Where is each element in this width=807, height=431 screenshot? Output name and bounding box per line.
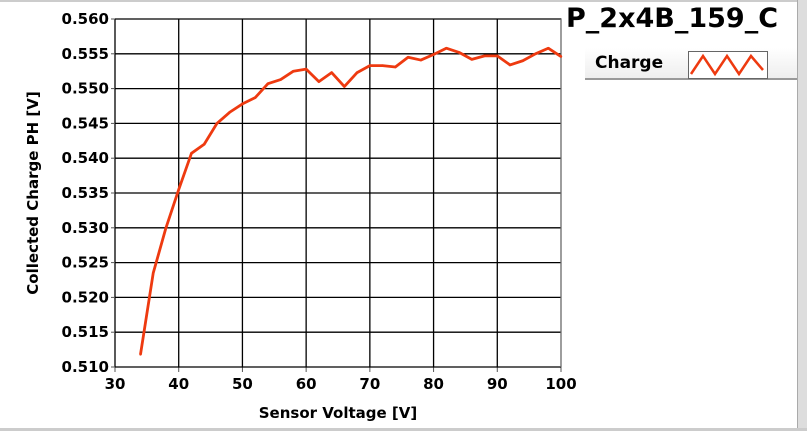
data-point — [432, 53, 435, 56]
data-point — [152, 271, 155, 275]
x-tick-label: 70 — [359, 375, 380, 393]
y-tick-label: 0.550 — [62, 80, 109, 98]
data-point — [317, 80, 321, 83]
y-tick-label: 0.560 — [62, 10, 109, 28]
data-point — [228, 111, 231, 114]
data-point — [368, 64, 372, 67]
y-tick-label: 0.515 — [62, 323, 109, 341]
data-point — [279, 78, 282, 81]
data-point — [381, 64, 384, 67]
data-point — [521, 59, 524, 62]
data-point — [483, 54, 486, 58]
data-point — [534, 52, 537, 55]
data-point — [304, 67, 308, 71]
legend-label: Charge — [595, 53, 664, 73]
data-point — [190, 152, 193, 155]
data-point — [241, 102, 244, 106]
legend-swatch — [688, 51, 768, 79]
x-tick-label: 100 — [545, 375, 576, 393]
y-tick-label: 0.510 — [62, 358, 109, 376]
data-point — [330, 71, 333, 74]
y-tick-label: 0.530 — [62, 219, 109, 237]
window-frame-bottom — [0, 428, 807, 431]
chart-title: P_2x4B_159_C — [566, 3, 779, 34]
x-tick-label: 50 — [232, 375, 253, 393]
y-tick-label: 0.540 — [62, 149, 109, 167]
data-point — [547, 47, 550, 50]
y-tick-label: 0.535 — [62, 184, 109, 202]
data-point — [215, 122, 219, 125]
data-point — [253, 96, 257, 99]
data-point — [203, 143, 206, 146]
y-axis-label: Collected Charge PH [V] — [24, 91, 42, 294]
x-axis-label: Sensor Voltage [V] — [259, 404, 418, 422]
data-point — [470, 58, 473, 61]
data-point — [355, 71, 359, 74]
window-frame-top — [0, 0, 807, 2]
data-point — [164, 226, 168, 229]
y-tick-label: 0.545 — [62, 114, 109, 132]
data-point — [508, 63, 512, 67]
data-point — [394, 65, 397, 69]
series-line-charge — [139, 46, 562, 355]
x-tick-label: 40 — [168, 375, 189, 393]
data-point — [343, 85, 346, 88]
legend[interactable]: Charge — [585, 48, 800, 80]
x-tick-label: 80 — [423, 375, 444, 393]
data-point — [457, 51, 461, 54]
data-point — [445, 47, 448, 50]
data-point — [419, 58, 423, 62]
data-point — [177, 188, 180, 191]
x-tick-label: 90 — [487, 375, 508, 393]
data-point — [292, 70, 295, 73]
y-tick-label: 0.520 — [62, 288, 109, 306]
data-point — [406, 56, 410, 59]
y-tick-label: 0.555 — [62, 45, 109, 63]
y-tick-label: 0.525 — [62, 254, 109, 272]
x-tick-label: 60 — [296, 375, 317, 393]
data-point — [559, 55, 563, 58]
scrollbar[interactable] — [797, 0, 807, 431]
x-tick-label: 30 — [105, 375, 126, 393]
data-point — [139, 353, 142, 356]
data-point — [496, 54, 499, 58]
data-point — [266, 82, 270, 85]
